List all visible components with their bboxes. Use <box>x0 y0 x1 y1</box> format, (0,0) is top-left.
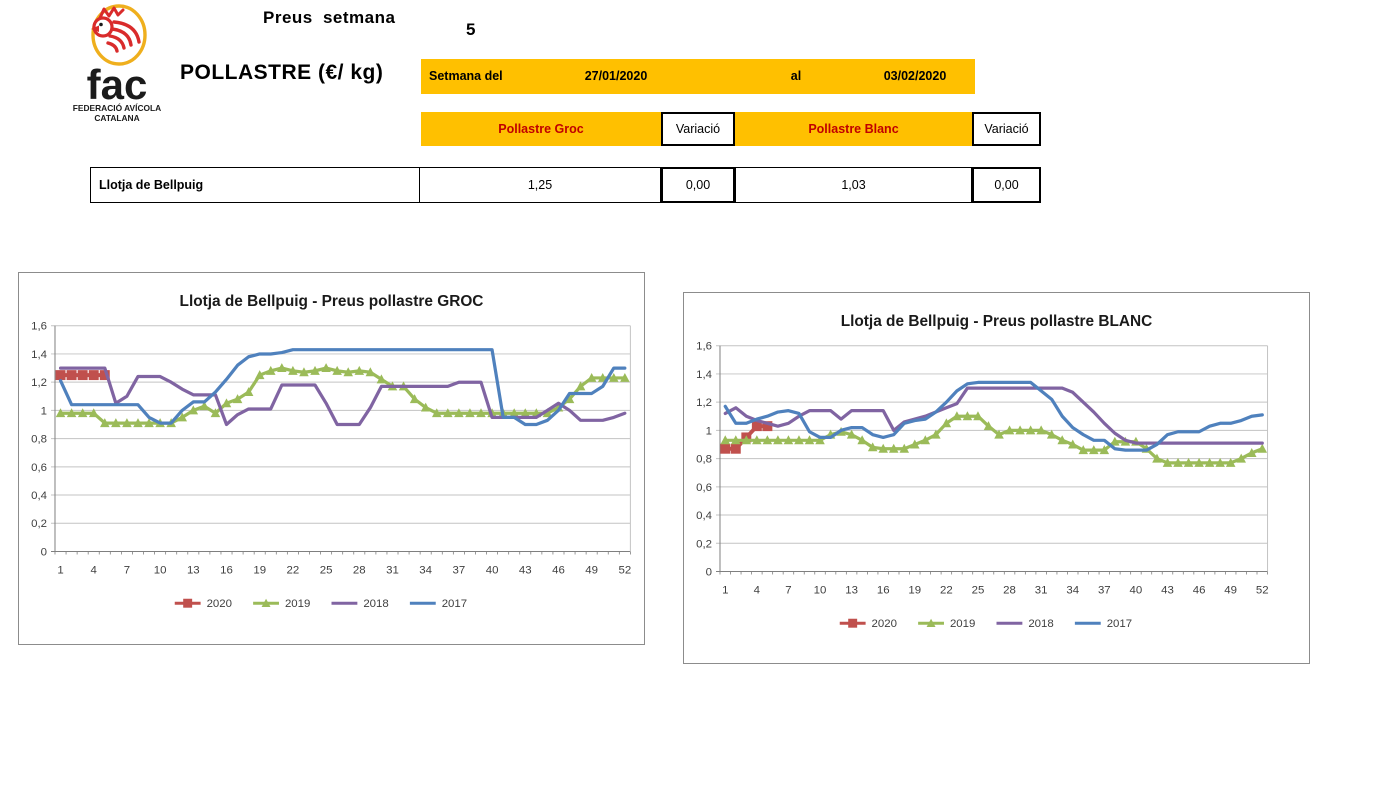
svg-text:0,8: 0,8 <box>696 454 712 466</box>
svg-text:2017: 2017 <box>1107 618 1132 630</box>
svg-text:7: 7 <box>785 584 791 596</box>
svg-text:43: 43 <box>1161 584 1174 596</box>
week-range-bar: Setmana del 27/01/2020 al 03/02/2020 <box>421 59 975 94</box>
column-header-variacio-blanc: Variació <box>972 112 1041 146</box>
svg-text:2020: 2020 <box>207 598 232 610</box>
svg-text:16: 16 <box>220 564 233 576</box>
blanc-variation-cell: 0,00 <box>972 167 1041 203</box>
svg-text:1: 1 <box>41 405 47 417</box>
svg-text:2018: 2018 <box>363 598 388 610</box>
svg-text:1,4: 1,4 <box>696 369 713 381</box>
chart-pollastre-blanc: 0 0,2 0,4 0,6 0,8 1 1,2 1,4 1,6 1 4 7 10 13 16 19 22 25 28… <box>683 292 1310 664</box>
svg-text:19: 19 <box>253 564 266 576</box>
svg-text:40: 40 <box>1130 584 1143 596</box>
svg-text:0,4: 0,4 <box>31 490 48 502</box>
svg-text:Llotja de Bellpuig - Preus pol: Llotja de Bellpuig - Preus pollastre GRO… <box>180 293 484 310</box>
groc-price-cell: 1,25 <box>419 167 661 203</box>
svg-text:37: 37 <box>1098 584 1111 596</box>
rooster-icon <box>91 4 147 66</box>
blanc-price-cell: 1,03 <box>735 167 972 203</box>
svg-text:19: 19 <box>908 584 921 596</box>
svg-text:0,6: 0,6 <box>31 462 47 474</box>
svg-text:0,2: 0,2 <box>696 538 712 550</box>
svg-text:16: 16 <box>877 584 890 596</box>
svg-text:31: 31 <box>386 564 399 576</box>
svg-text:Llotja de Bellpuig - Preus pol: Llotja de Bellpuig - Preus pollastre BLA… <box>841 313 1153 330</box>
logo-abbrev: fac <box>87 61 148 108</box>
svg-text:0,6: 0,6 <box>696 482 712 494</box>
svg-text:0,2: 0,2 <box>31 518 47 530</box>
svg-text:0,8: 0,8 <box>31 434 47 446</box>
svg-text:22: 22 <box>287 564 300 576</box>
svg-text:13: 13 <box>187 564 200 576</box>
svg-text:28: 28 <box>1003 584 1016 596</box>
svg-text:0,4: 0,4 <box>696 510 713 522</box>
week-from-date: 27/01/2020 <box>584 69 648 83</box>
svg-text:10: 10 <box>814 584 827 596</box>
svg-text:1,2: 1,2 <box>31 377 47 389</box>
column-header-pollastre-groc: Pollastre Groc <box>421 112 661 146</box>
chart-blanc-canvas: 0 0,2 0,4 0,6 0,8 1 1,2 1,4 1,6 1 4 7 10 13 16 19 22 25 28… <box>696 313 1269 630</box>
svg-text:2018: 2018 <box>1028 618 1053 630</box>
week-to-label: al <box>790 69 802 83</box>
svg-text:49: 49 <box>585 564 598 576</box>
logo-org-line2: CATALANA <box>94 113 139 123</box>
svg-text:1,4: 1,4 <box>31 349 48 361</box>
svg-text:25: 25 <box>972 584 985 596</box>
svg-text:2019: 2019 <box>285 598 310 610</box>
market-name-cell: Llotja de Bellpuig <box>90 167 420 203</box>
week-from-label: Setmana del <box>429 69 503 83</box>
svg-text:34: 34 <box>419 564 432 576</box>
svg-text:25: 25 <box>320 564 333 576</box>
week-to-date: 03/02/2020 <box>883 69 947 83</box>
svg-text:0: 0 <box>706 566 712 578</box>
svg-text:46: 46 <box>552 564 565 576</box>
svg-text:22: 22 <box>940 584 953 596</box>
column-header-pollastre-blanc: Pollastre Blanc <box>735 112 972 146</box>
svg-text:46: 46 <box>1193 584 1206 596</box>
fac-logo: fac FEDERACIÓ AVÍCOLA CATALANA <box>73 4 161 123</box>
product-title: POLLASTRE (€/ kg) <box>180 61 384 84</box>
svg-text:2020: 2020 <box>872 618 897 630</box>
svg-text:1,2: 1,2 <box>696 397 712 409</box>
svg-text:4: 4 <box>91 564 98 576</box>
chart-groc-canvas: 0 0,2 0,4 0,6 0,8 1 1,2 1,4 1,6 1 4 7 10 13 16 19 22 25 28… <box>31 293 631 610</box>
svg-text:37: 37 <box>453 564 466 576</box>
svg-text:1: 1 <box>57 564 63 576</box>
svg-text:34: 34 <box>1066 584 1079 596</box>
svg-text:1: 1 <box>722 584 728 596</box>
svg-text:1,6: 1,6 <box>31 321 47 333</box>
svg-text:28: 28 <box>353 564 366 576</box>
svg-text:52: 52 <box>618 564 631 576</box>
svg-text:13: 13 <box>845 584 858 596</box>
logo-org-line1: FEDERACIÓ AVÍCOLA <box>73 102 161 113</box>
svg-text:2017: 2017 <box>442 598 467 610</box>
svg-text:43: 43 <box>519 564 532 576</box>
svg-text:31: 31 <box>1035 584 1048 596</box>
chart-pollastre-groc: 0 0,2 0,4 0,6 0,8 1 1,2 1,4 1,6 1 4 7 10 13 16 19 22 25 28… <box>18 272 645 645</box>
svg-text:7: 7 <box>124 564 130 576</box>
week-number: 5 <box>466 20 476 39</box>
svg-text:1,6: 1,6 <box>696 341 712 353</box>
svg-text:52: 52 <box>1256 584 1269 596</box>
svg-text:0: 0 <box>41 546 47 558</box>
svg-text:49: 49 <box>1224 584 1237 596</box>
svg-text:4: 4 <box>754 584 761 596</box>
svg-text:2019: 2019 <box>950 618 975 630</box>
svg-text:40: 40 <box>486 564 499 576</box>
column-header-variacio-groc: Variació <box>661 112 735 146</box>
svg-text:10: 10 <box>154 564 167 576</box>
svg-text:1: 1 <box>706 425 712 437</box>
report-title: Preus setmana <box>263 8 396 27</box>
groc-variation-cell: 0,00 <box>661 167 735 203</box>
